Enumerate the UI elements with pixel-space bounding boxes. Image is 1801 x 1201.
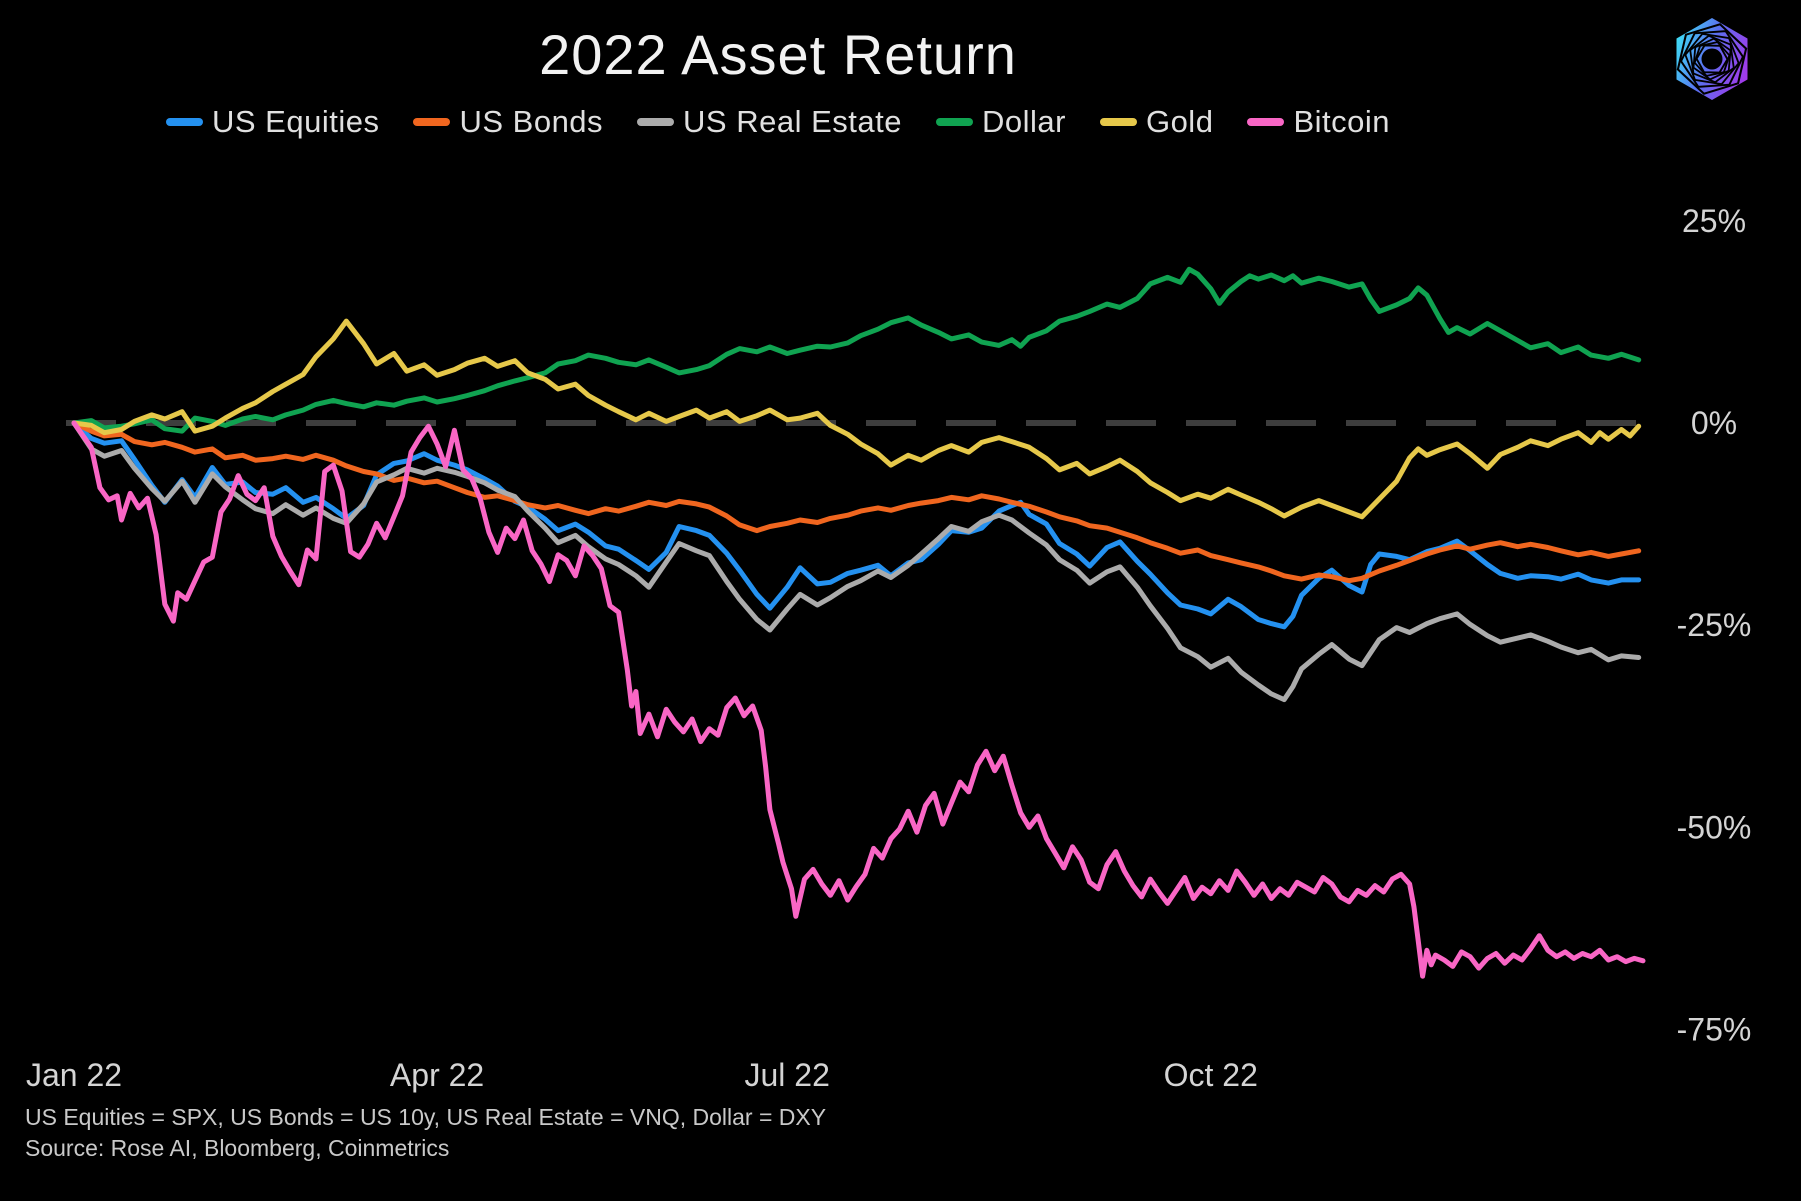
- page-title: 2022 Asset Return: [539, 23, 1017, 86]
- legend-color-dash-icon: [637, 118, 675, 126]
- rose-ai-logo: [1672, 16, 1752, 102]
- header: 2022 Asset Return: [0, 22, 1556, 87]
- footnote-source: Source: Rose AI, Bloomberg, Coinmetrics: [25, 1135, 450, 1161]
- series-line-gold: [71, 318, 1642, 520]
- y-tick-label: -50%: [1677, 809, 1752, 845]
- legend-color-dash-icon: [935, 118, 973, 126]
- x-tick-label: Oct 22: [1164, 1057, 1258, 1093]
- legend-label: Gold: [1145, 104, 1214, 139]
- legend-item-us-equities[interactable]: US Equities: [166, 104, 379, 140]
- legend-label: US Bonds: [459, 104, 604, 139]
- series-line-us-real-estate: [71, 420, 1642, 703]
- legend-color-dash-icon: [1247, 118, 1285, 126]
- legend-label: Bitcoin: [1293, 104, 1390, 139]
- legend-color-dash-icon: [1099, 118, 1137, 126]
- y-tick-label: 0%: [1691, 405, 1737, 441]
- legend-label: Dollar: [981, 104, 1066, 139]
- legend-item-bitcoin[interactable]: Bitcoin: [1247, 104, 1390, 140]
- legend-label: US Equities: [212, 104, 380, 139]
- legend-item-us-bonds[interactable]: US Bonds: [413, 104, 603, 140]
- footnote-definitions: US Equities = SPX, US Bonds = US 10y, US…: [25, 1104, 827, 1130]
- legend-item-gold[interactable]: Gold: [1099, 104, 1214, 140]
- legend-color-dash-icon: [413, 118, 451, 126]
- legend-item-us-real-estate[interactable]: US Real Estate: [637, 104, 902, 140]
- x-tick-label: Jan 22: [26, 1057, 122, 1093]
- series-line-dollar: [71, 266, 1642, 434]
- hexagon-spiral-logo-icon: [1672, 16, 1752, 102]
- series-line-bitcoin: [71, 420, 1646, 979]
- y-tick-label: 25%: [1682, 203, 1746, 239]
- x-tick-label: Apr 22: [390, 1057, 484, 1093]
- y-tick-label: -25%: [1677, 607, 1752, 643]
- legend-color-dash-icon: [166, 118, 203, 126]
- series-line-us-equities: [71, 420, 1642, 630]
- legend: US Equities US Bonds US Real Estate Dollar G…: [0, 104, 1556, 140]
- x-tick-label: Jul 22: [744, 1057, 829, 1093]
- legend-item-dollar[interactable]: Dollar: [935, 104, 1066, 140]
- y-tick-label: -75%: [1677, 1012, 1752, 1048]
- series-line-us-bonds: [71, 420, 1642, 584]
- footnotes: US Equities = SPX, US Bonds = US 10y, US…: [25, 1102, 826, 1164]
- legend-label: US Real Estate: [683, 104, 902, 139]
